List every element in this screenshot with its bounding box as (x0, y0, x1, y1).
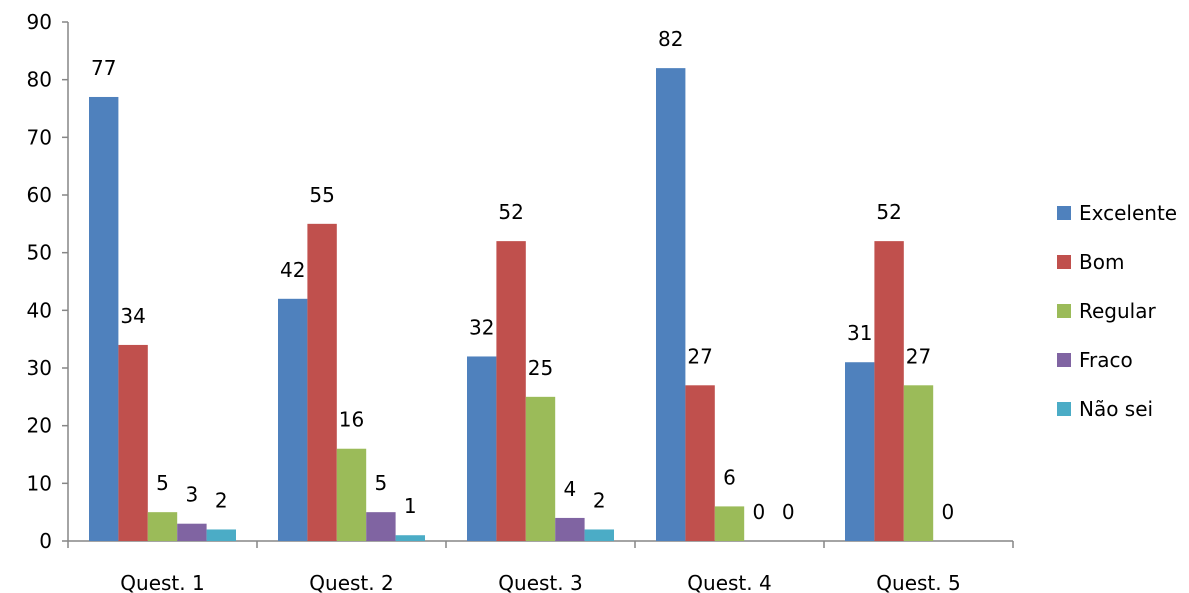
legend-swatch-fraco (1057, 353, 1071, 367)
bar-bom (874, 241, 904, 541)
legend-label-fraco: Fraco (1079, 348, 1133, 372)
y-tick-label: 60 (27, 183, 52, 207)
x-category-label: Quest. 5 (876, 571, 960, 593)
x-category-label: Quest. 2 (309, 571, 393, 593)
data-label-nao-sei: 1 (404, 494, 417, 518)
x-category-label: Quest. 3 (498, 571, 582, 593)
legend-swatch-bom (1057, 255, 1071, 269)
data-label-bom: 52 (876, 200, 901, 224)
data-label-fraco: 4 (564, 477, 577, 501)
x-axis: Quest. 1 Quest. 2 Quest. 3 Quest. 4 Quest. 5 (67, 540, 1014, 593)
bar-bom (496, 241, 526, 541)
y-tick-label: 70 (27, 125, 52, 149)
bar-regular (147, 512, 178, 541)
bar-bom (685, 385, 715, 541)
data-label-fraco: 0 (942, 500, 955, 524)
y-tick-label: 0 (39, 529, 52, 553)
data-label-excelente: 42 (280, 258, 305, 282)
bar-regular (525, 396, 556, 541)
data-label-nao-sei: 0 (782, 500, 795, 524)
data-label-nao-sei: 2 (215, 488, 228, 512)
data-label-excelente: 82 (658, 27, 683, 51)
bar-regular (714, 506, 745, 541)
legend-label-nao-sei: Não sei (1079, 397, 1153, 421)
bar-fraco (555, 517, 585, 541)
bars (89, 68, 934, 542)
bar-nao-sei (395, 535, 425, 541)
data-label-bom: 52 (498, 200, 523, 224)
data-label-bom: 27 (687, 344, 712, 368)
legend-swatch-regular (1057, 304, 1071, 318)
legend-swatch-nao-sei (1057, 402, 1071, 416)
data-label-nao-sei: 2 (593, 488, 606, 512)
data-label-fraco: 3 (186, 483, 199, 507)
legend: Excelente Bom Regular Fraco Não sei (1057, 201, 1177, 421)
y-axis: 0 10 20 30 40 50 60 70 80 90 (27, 10, 69, 553)
legend-label-bom: Bom (1079, 250, 1124, 274)
data-label-excelente: 77 (91, 56, 116, 80)
data-label-bom: 55 (309, 183, 334, 207)
bar-bom (307, 223, 337, 542)
bar-excelente (656, 68, 686, 541)
x-category-label: Quest. 1 (120, 571, 204, 593)
bar-nao-sei (584, 529, 614, 541)
data-label-regular: 25 (528, 356, 553, 380)
y-tick-label: 50 (27, 241, 52, 265)
bar-excelente (89, 96, 119, 541)
y-tick-label: 20 (27, 414, 52, 438)
y-tick-label: 10 (27, 471, 52, 495)
y-tick-label: 80 (27, 68, 52, 92)
bar-fraco (366, 512, 396, 541)
data-label-excelente: 32 (469, 315, 494, 339)
x-category-label: Quest. 4 (687, 571, 771, 593)
data-label-fraco: 0 (753, 500, 766, 524)
y-tick-label: 30 (27, 356, 52, 380)
legend-label-excelente: Excelente (1079, 201, 1177, 225)
data-label-regular: 5 (156, 471, 169, 495)
data-label-regular: 27 (906, 344, 931, 368)
bar-regular (903, 385, 934, 541)
y-tick-label: 90 (27, 10, 52, 34)
bar-nao-sei (206, 529, 236, 541)
legend-swatch-excelente (1057, 206, 1071, 220)
data-label-excelente: 31 (847, 321, 872, 345)
data-label-bom: 34 (120, 304, 145, 328)
bar-excelente (278, 298, 308, 541)
bar-bom (118, 344, 148, 541)
data-label-fraco: 5 (375, 471, 388, 495)
bar-regular (336, 448, 367, 541)
legend-label-regular: Regular (1079, 299, 1156, 323)
bar-excelente (467, 356, 497, 541)
bar-excelente (845, 362, 875, 541)
bar-fraco (177, 523, 207, 541)
data-label-regular: 16 (339, 408, 364, 432)
data-label-regular: 6 (723, 465, 736, 489)
y-tick-label: 40 (27, 298, 52, 322)
